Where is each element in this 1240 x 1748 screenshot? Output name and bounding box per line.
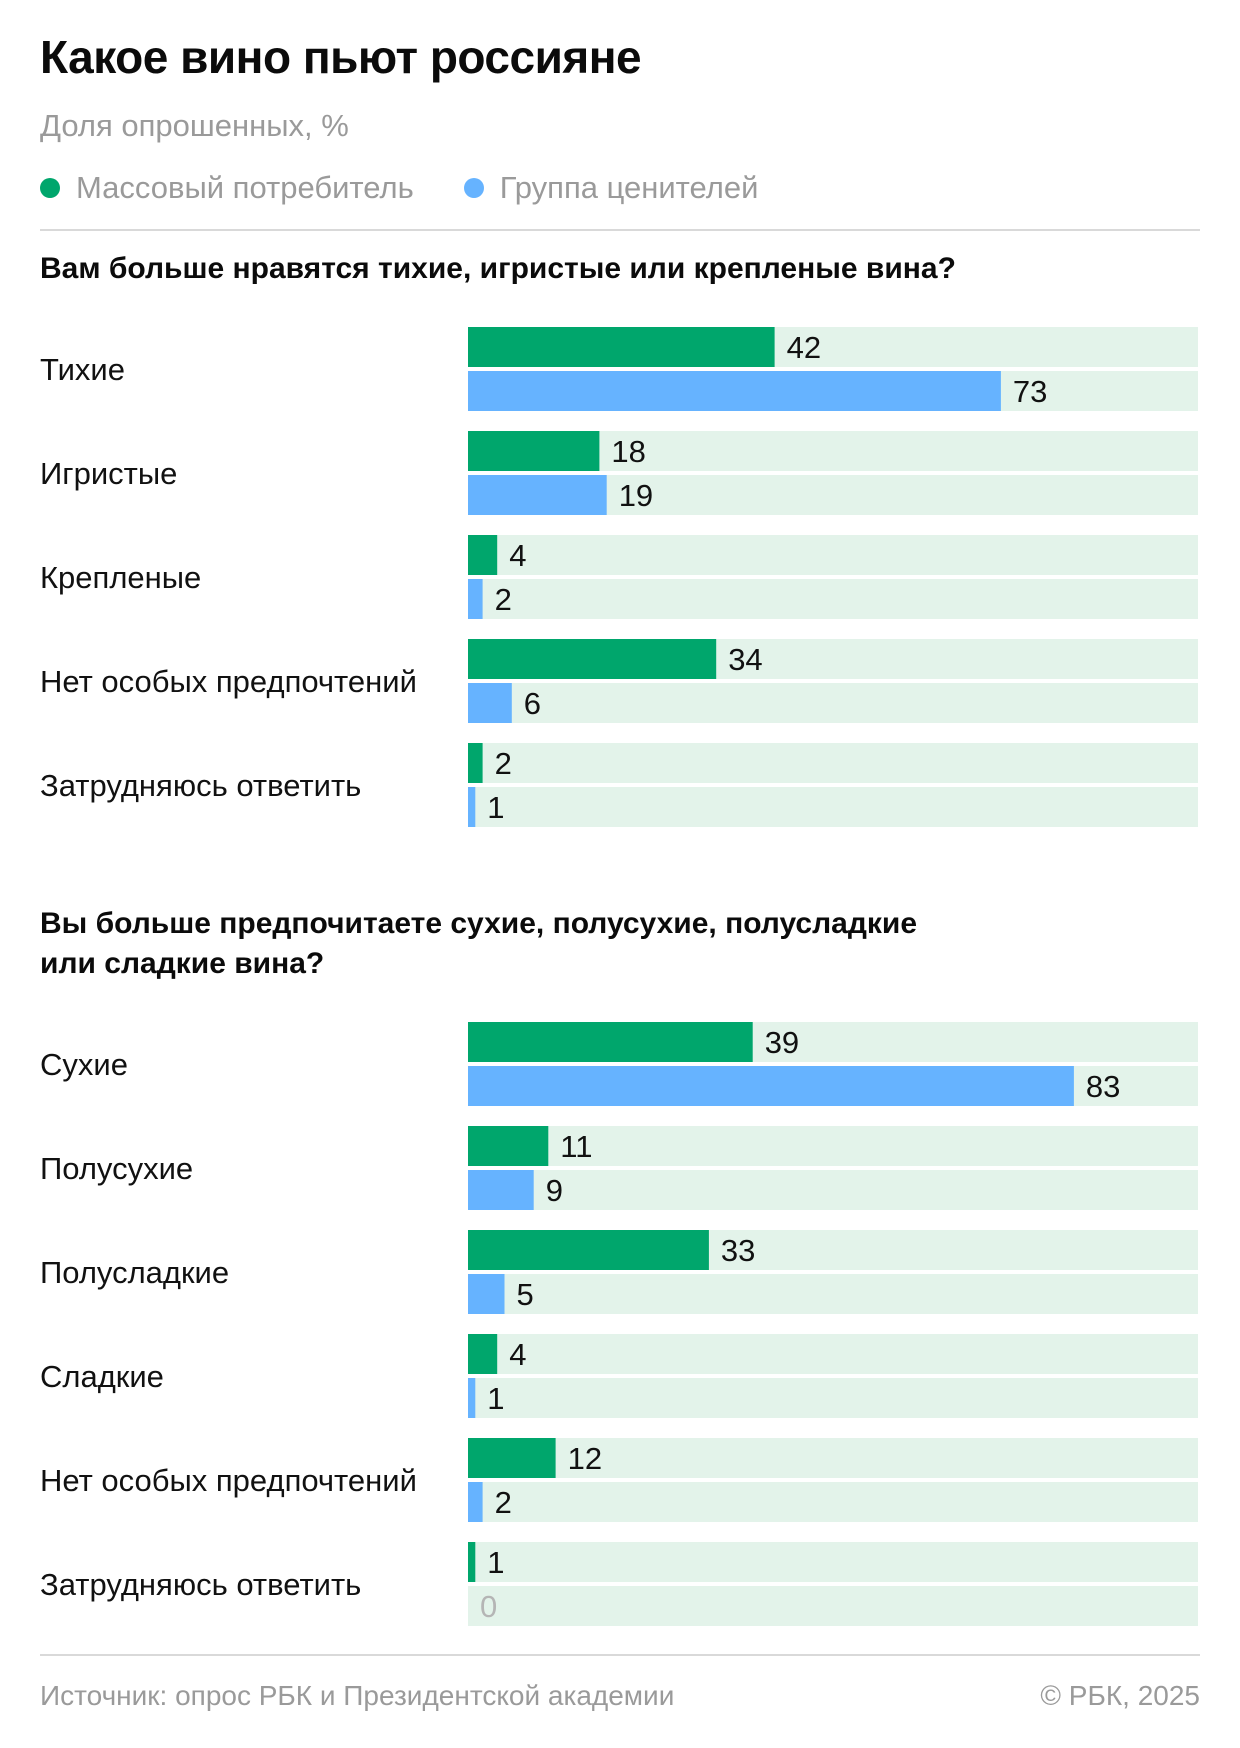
category-label: Нет особых предпочтений (40, 1463, 417, 1498)
bar-mass (468, 1230, 709, 1270)
bar-track (468, 1126, 1198, 1166)
value-label-mass: 2 (495, 746, 512, 781)
bar-track (468, 1542, 1198, 1582)
category-label: Крепленые (40, 560, 201, 595)
legend-item-mass: Массовый потребитель (40, 170, 414, 206)
value-label-connoisseur: 19 (619, 478, 653, 513)
bar-connoisseur (468, 683, 512, 723)
bar-mass (468, 743, 483, 783)
value-label-connoisseur: 0 (480, 1589, 497, 1624)
bar-connoisseur (468, 1482, 483, 1522)
bar-track (468, 1438, 1198, 1478)
bar-mass (468, 535, 498, 575)
bar-track (468, 1586, 1198, 1626)
value-label-connoisseur: 2 (495, 1485, 512, 1520)
legend-swatch-connoisseur (463, 178, 484, 198)
bar-mass (468, 327, 775, 367)
value-label-connoisseur: 9 (546, 1173, 563, 1208)
legend: Массовый потребитель Группа ценителей (40, 170, 808, 206)
bar-track (468, 1274, 1198, 1314)
bar-connoisseur (468, 1170, 534, 1210)
bar-track (468, 1482, 1198, 1522)
footer-divider (40, 1654, 1200, 1656)
value-label-mass: 1 (487, 1545, 504, 1580)
category-label: Нет особых предпочтений (40, 664, 417, 699)
bar-mass (468, 639, 717, 679)
question-title-1: Вам больше нравятся тихие, игристые или … (40, 252, 956, 285)
value-label-mass: 34 (728, 642, 762, 677)
bar-track (468, 743, 1198, 783)
value-label-connoisseur: 5 (517, 1277, 534, 1312)
value-label-connoisseur: 1 (487, 1381, 504, 1416)
bar-track (468, 535, 1198, 575)
value-label-connoisseur: 73 (1013, 374, 1047, 409)
category-label: Сухие (40, 1047, 128, 1082)
bar-mass (468, 1438, 556, 1478)
bar-connoisseur (468, 1378, 476, 1418)
bar-mass (468, 1542, 476, 1582)
value-label-connoisseur: 83 (1086, 1069, 1120, 1104)
category-label: Тихие (40, 352, 125, 387)
legend-label-mass: Массовый потребитель (76, 170, 414, 205)
legend-item-connoisseur: Группа ценителей (463, 170, 759, 206)
value-label-mass: 39 (765, 1025, 799, 1060)
category-label: Игристые (40, 456, 177, 491)
value-label-mass: 33 (721, 1233, 755, 1268)
header-divider (40, 229, 1200, 231)
category-label: Полусухие (40, 1151, 193, 1186)
copyright: © РБК, 2025 (1040, 1680, 1200, 1711)
value-label-mass: 4 (509, 1337, 526, 1372)
chart-title: Какое вино пьют россияне (40, 31, 642, 83)
bar-track (468, 787, 1198, 827)
bar-mass (468, 431, 600, 471)
value-label-mass: 12 (568, 1441, 602, 1476)
bar-track (468, 1334, 1198, 1374)
value-label-connoisseur: 1 (487, 790, 504, 825)
category-label: Затрудняюсь ответить (40, 768, 361, 803)
bar-track (468, 1170, 1198, 1210)
bar-track (468, 683, 1198, 723)
bar-connoisseur (468, 1066, 1074, 1106)
bar-track (468, 1378, 1198, 1418)
value-label-connoisseur: 6 (524, 686, 541, 721)
chart-subtitle: Доля опрошенных, % (40, 108, 349, 143)
legend-label-connoisseur: Группа ценителей (499, 170, 759, 205)
bar-mass (468, 1334, 498, 1374)
category-label: Полусладкие (40, 1255, 229, 1290)
category-label: Затрудняюсь ответить (40, 1567, 361, 1602)
bar-connoisseur (468, 475, 607, 515)
value-label-mass: 18 (611, 434, 645, 469)
value-label-mass: 42 (787, 330, 821, 365)
value-label-connoisseur: 2 (495, 582, 512, 617)
bar-mass (468, 1126, 549, 1166)
bar-connoisseur (468, 787, 476, 827)
bar-track (468, 579, 1198, 619)
source-note: Источник: опрос РБК и Президентской акад… (40, 1680, 675, 1711)
bar-connoisseur (468, 579, 483, 619)
bar-connoisseur (468, 371, 1001, 411)
legend-swatch-mass (40, 178, 60, 198)
value-label-mass: 11 (560, 1129, 592, 1164)
category-label: Сладкие (40, 1359, 164, 1394)
bar-mass (468, 1022, 753, 1062)
bar-connoisseur (468, 1274, 505, 1314)
value-label-mass: 4 (509, 538, 526, 573)
question-title-2: Вы больше предпочитаете сухие, полусухие… (40, 907, 917, 980)
